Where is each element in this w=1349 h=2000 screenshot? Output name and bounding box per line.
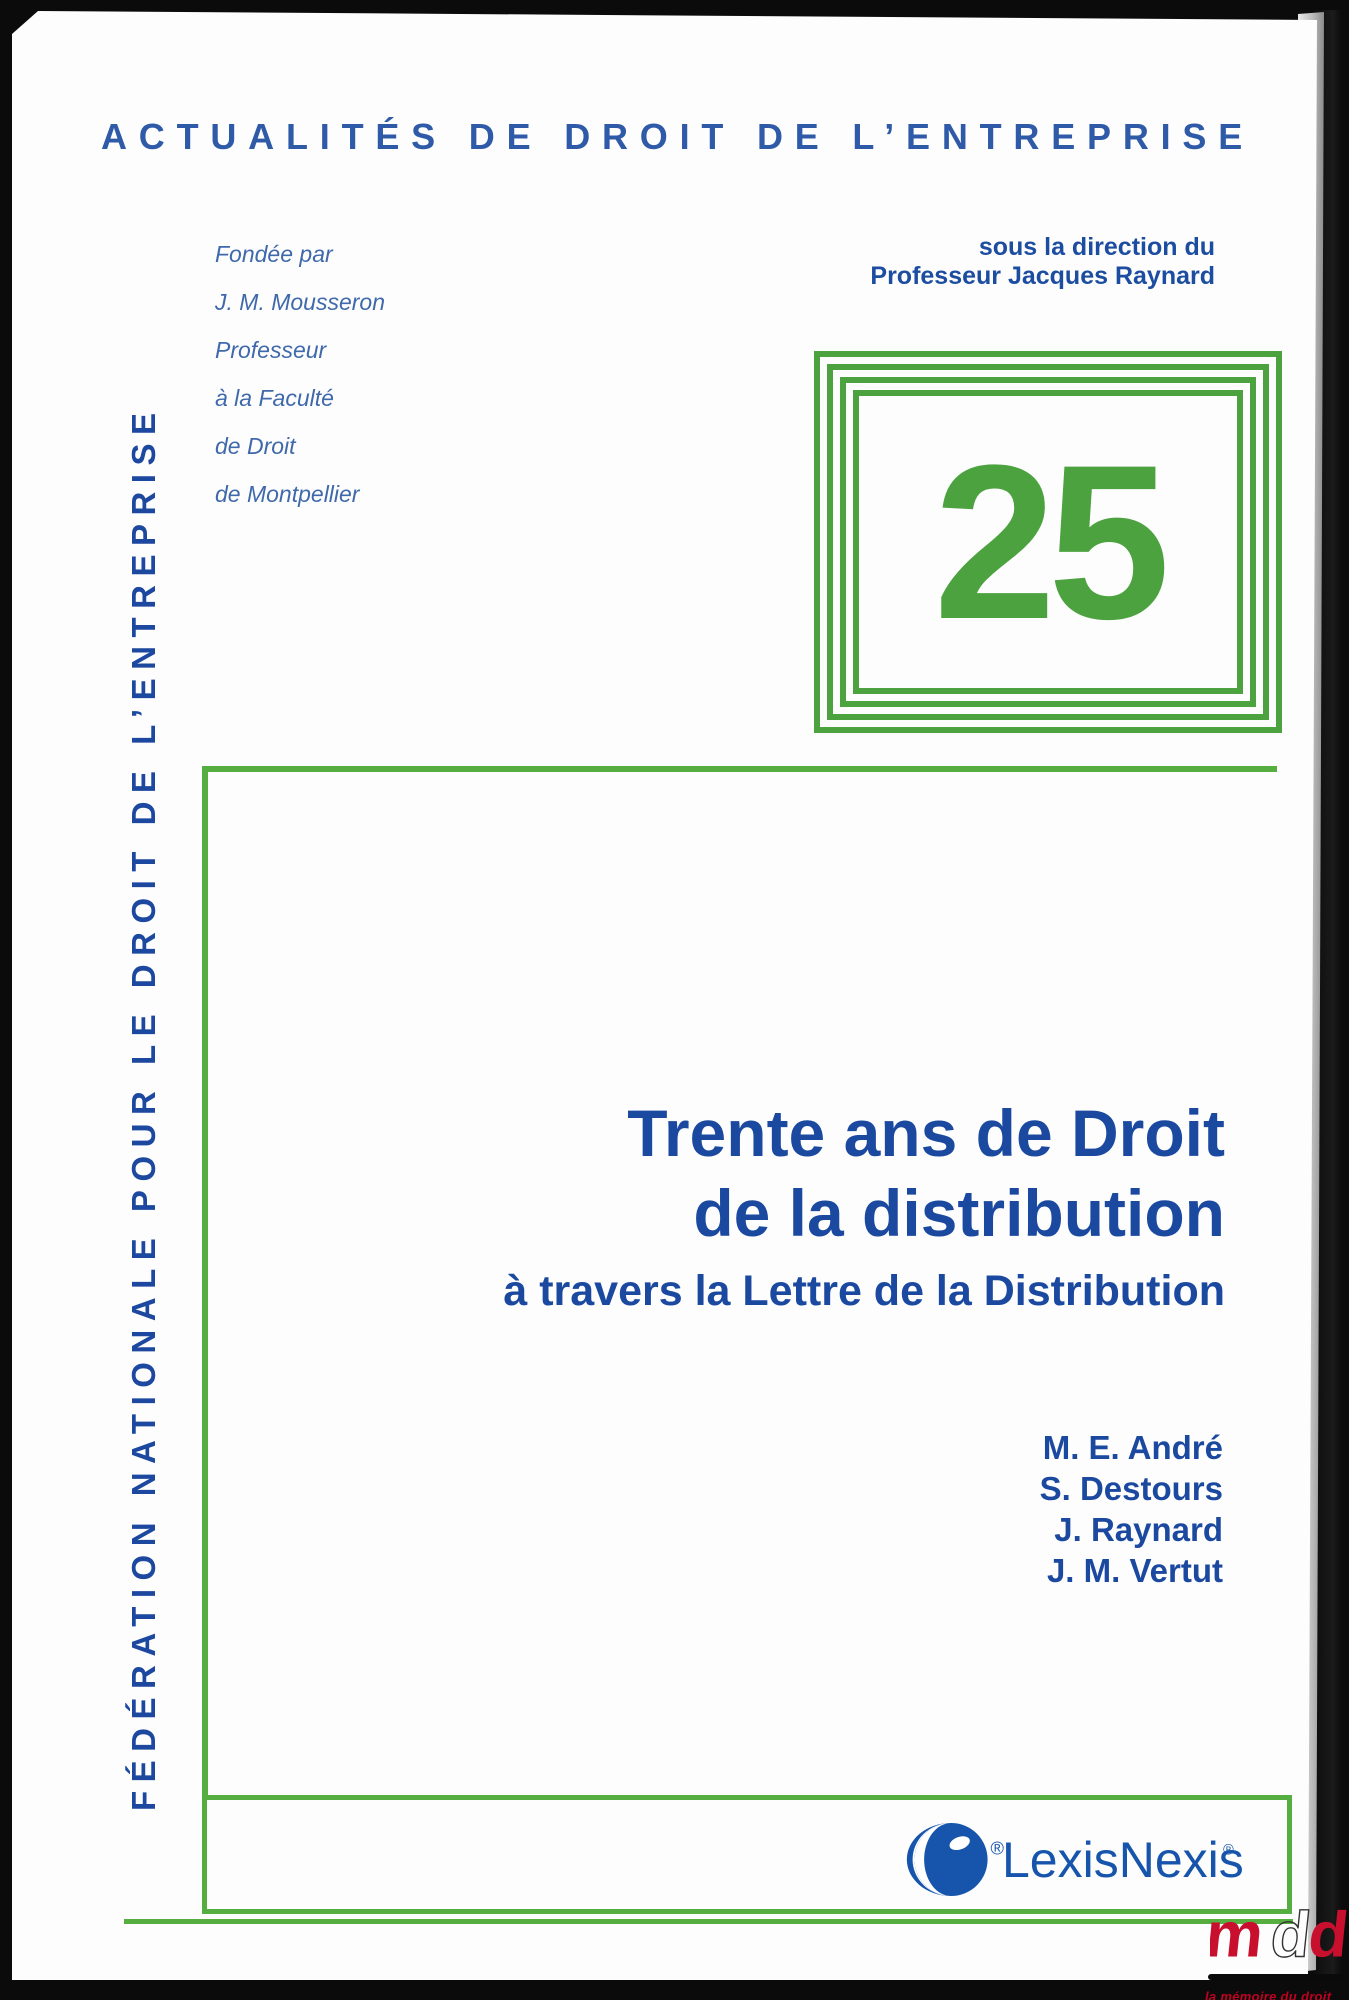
svg-text:LexisNexis: LexisNexis — [1002, 1832, 1244, 1888]
svg-text:m: m — [1210, 1898, 1267, 1967]
svg-text:®: ® — [1223, 1843, 1234, 1859]
svg-text:d: d — [1305, 1898, 1349, 1967]
